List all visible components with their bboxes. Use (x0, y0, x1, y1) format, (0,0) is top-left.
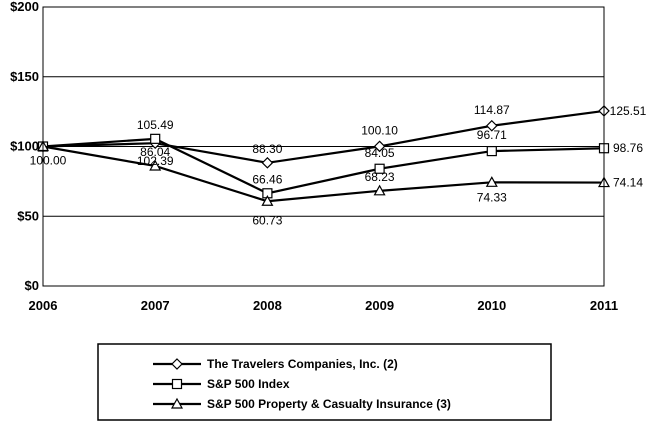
data-label: 98.76 (613, 141, 643, 155)
data-label: 84.05 (365, 146, 395, 160)
data-point-marker (150, 133, 161, 144)
legend: The Travelers Companies, Inc. (2) S&P 500… (97, 343, 552, 421)
y-axis-ticks: $0 $50 $100 $150 $200 (10, 0, 39, 293)
grid-lines (43, 76, 604, 217)
x-tick-label: 2009 (365, 298, 394, 313)
y-tick-label: $50 (17, 208, 39, 223)
y-tick-label: $100 (10, 139, 39, 154)
data-point-marker (261, 156, 274, 169)
data-point-marker (485, 119, 498, 132)
legend-label: S&P 500 Index (207, 377, 290, 391)
data-point-marker (374, 163, 385, 174)
data-point-marker (373, 184, 386, 196)
x-tick-label: 2007 (141, 298, 170, 313)
x-tick-label: 2006 (29, 298, 58, 313)
data-label: 88.30 (252, 142, 282, 156)
y-tick-label: $150 (10, 69, 39, 84)
data-point-marker (373, 140, 386, 153)
legend-label: The Travelers Companies, Inc. (2) (207, 357, 398, 371)
data-point-marker (486, 145, 497, 157)
data-label: 86.04 (140, 145, 170, 159)
data-label: 66.46 (252, 172, 282, 186)
data-label: 96.71 (477, 128, 507, 142)
series-group (36, 105, 611, 206)
legend-marker (171, 358, 183, 370)
legend-marker (170, 397, 184, 409)
x-tick-label: 2008 (253, 298, 282, 313)
data-label: 100.10 (361, 123, 398, 137)
y-tick-label: $0 (25, 278, 39, 293)
data-labels: 102.39 88.30 100.10 114.87 125.51 100.00 105.4… (30, 103, 646, 228)
data-label: 100.00 (30, 154, 67, 168)
data-point-marker (485, 176, 498, 187)
series-line (42, 109, 605, 164)
data-label: 125.51 (610, 104, 646, 118)
x-tick-label: 2011 (590, 298, 618, 313)
series-line (42, 145, 605, 203)
data-label: 68.23 (365, 170, 395, 184)
data-label: 74.14 (613, 176, 643, 190)
data-label: 105.49 (137, 118, 174, 132)
data-label: 74.33 (477, 190, 507, 204)
series-line (42, 137, 605, 195)
x-tick-label: 2010 (477, 298, 506, 313)
plot-frame (42, 6, 605, 287)
data-label: 102.39 (137, 154, 174, 168)
x-axis-ticks: 2006 2007 2008 2009 2010 2011 (29, 298, 619, 313)
y-tick-label: $200 (10, 0, 39, 14)
data-label: 60.73 (252, 213, 282, 227)
data-label: 114.87 (474, 103, 510, 117)
legend-label: S&P 500 Property & Casualty Insurance (3… (207, 397, 451, 411)
data-point-marker (149, 159, 162, 171)
legend-marker (171, 378, 183, 390)
data-point-marker (261, 195, 274, 206)
